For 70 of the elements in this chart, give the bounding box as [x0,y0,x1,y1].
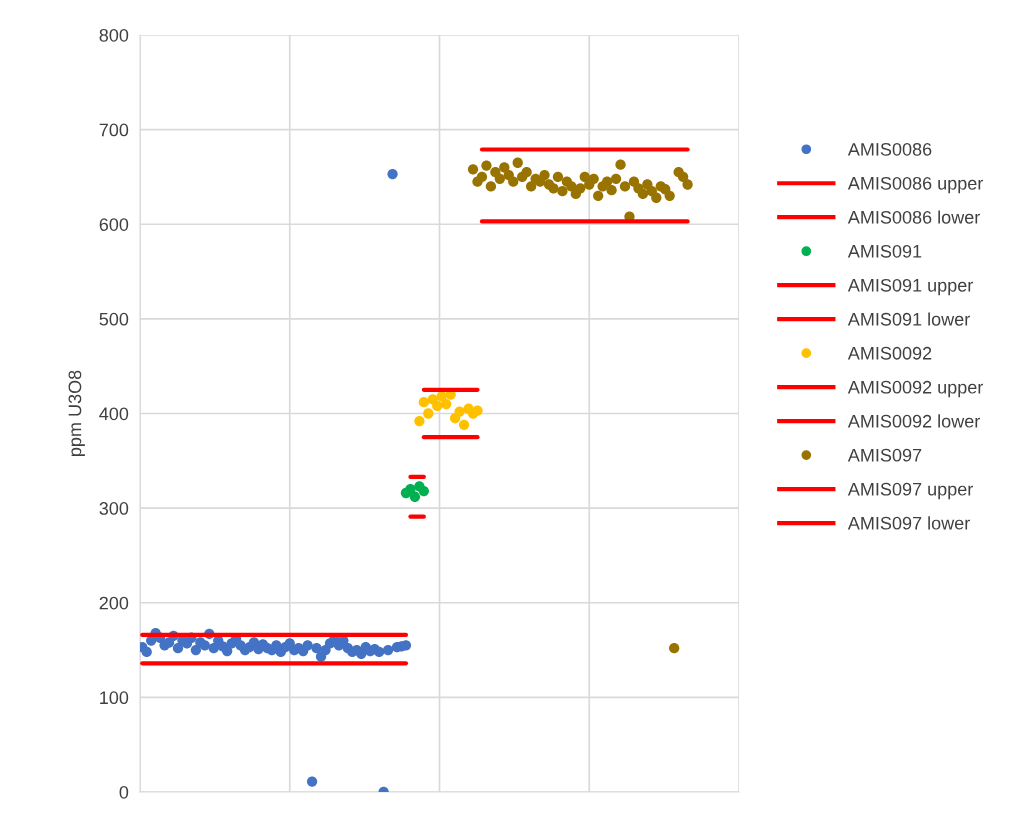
point [302,640,313,651]
point [682,179,693,190]
point [601,176,613,187]
point [458,419,470,431]
point [619,181,631,192]
point [512,157,523,168]
point [588,173,599,184]
point [418,396,429,408]
point [172,643,184,654]
point [418,485,429,497]
point [414,415,425,427]
point [557,185,568,197]
point [508,176,519,187]
y-tick-label: 300 [99,502,129,515]
legend-label: AMIS0092 [847,346,932,360]
point [374,646,385,658]
y-tick-label: 700 [99,123,129,137]
y-tick-label: 500 [99,312,129,326]
point [651,192,662,203]
point [423,408,434,419]
point [409,491,421,502]
legend-label: AMIS0086 upper [847,176,984,194]
point [222,645,233,657]
legend-label: AMIS0086 [847,142,932,156]
y-tick-label: 800 [99,28,129,42]
point [606,185,617,196]
y-tick-label: 0 [119,785,129,799]
point [552,171,564,183]
point [610,173,622,184]
legend-label: AMIS097 [847,448,922,462]
point [637,188,649,200]
point [593,190,604,202]
point [432,400,443,412]
point [387,168,398,180]
point [454,406,465,417]
point [481,160,492,171]
point [472,405,483,416]
point [521,167,532,178]
point [467,164,479,175]
y-tick-label: 600 [99,218,129,231]
point [382,644,394,656]
y-tick-label: 100 [100,691,129,705]
point [190,644,202,656]
point [494,173,505,184]
point [677,171,689,183]
legend-label: AMIS091 upper [847,278,973,296]
point [141,646,152,658]
point [199,640,210,651]
point [669,643,680,654]
point [664,190,675,202]
point [306,776,318,787]
point [476,171,488,183]
point [575,183,586,194]
legend-label: AMIS0092 lower [847,414,980,428]
legend-label: AMIS091 lower [847,312,970,326]
legend-label: AMIS097 lower [847,516,970,530]
legend-label: AMIS0086 lower [847,210,980,224]
y-tick-label: 200 [99,596,129,610]
legend-label: AMIS097 upper [847,482,973,500]
point [539,169,550,181]
point [525,181,537,192]
point [548,183,559,194]
legend-label: AMIS091 [847,244,922,258]
y-axis-title: ppm U3O8 [68,370,85,456]
point [615,159,626,170]
legend-label: AMIS0092 upper [847,380,984,398]
point [485,181,497,192]
y-tick-label: 400 [99,407,129,421]
point [441,398,452,410]
point [311,643,322,654]
